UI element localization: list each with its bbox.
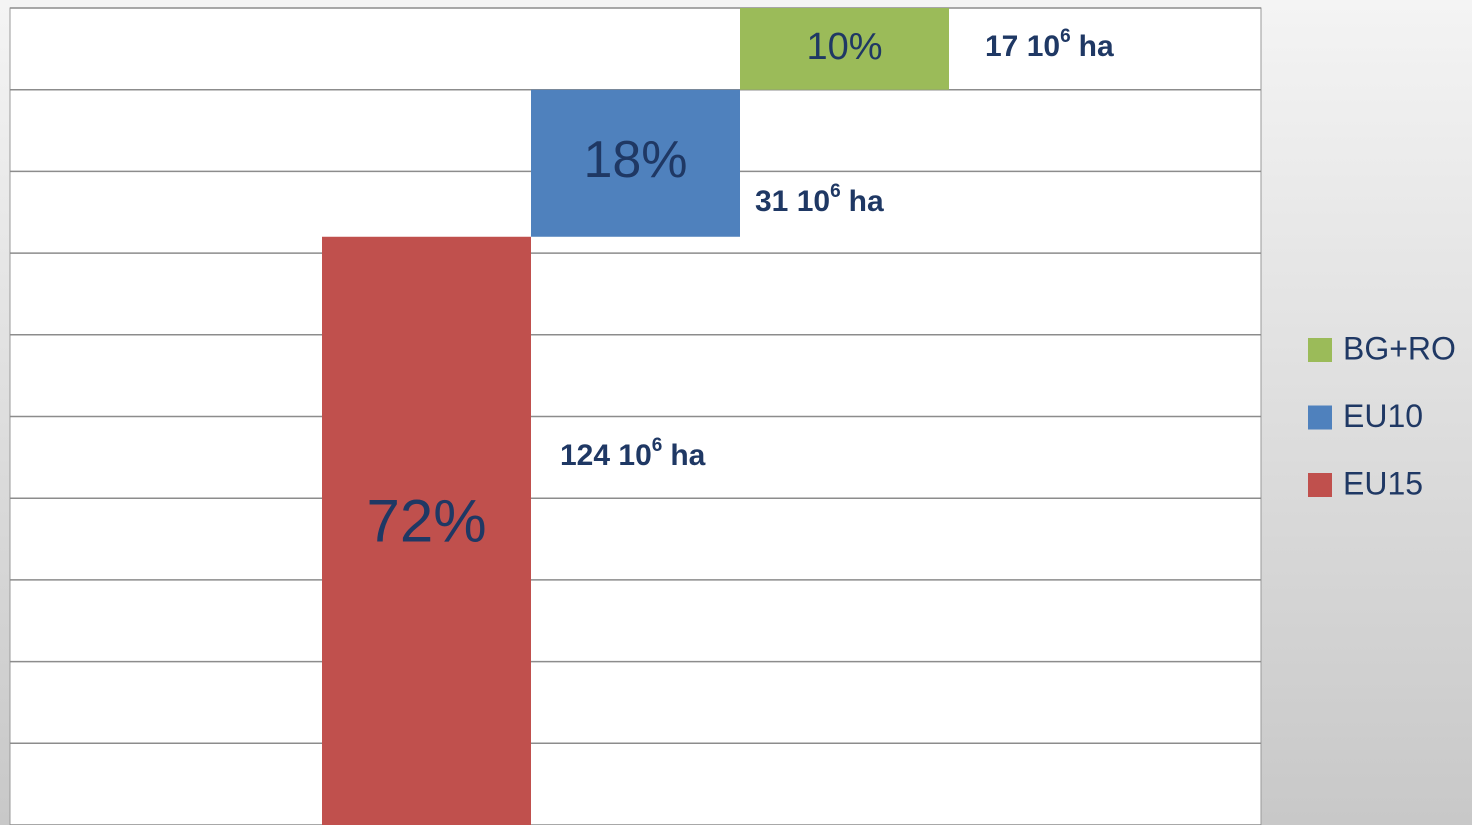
value-label: 18% — [583, 131, 687, 189]
annotation: 31 106 ha — [755, 181, 884, 218]
annotation-superscript: 6 — [830, 181, 841, 202]
annotation-unit: ha — [670, 439, 705, 472]
legend-swatch — [1308, 338, 1332, 362]
annotation-superscript: 6 — [1060, 26, 1071, 47]
annotation-unit: ha — [1079, 30, 1114, 63]
bar — [740, 8, 949, 90]
value-label: 10% — [806, 26, 882, 68]
legend-label: EU15 — [1343, 465, 1423, 501]
annotation-text: 31 10 — [755, 185, 830, 218]
bar — [531, 89, 740, 237]
annotation: 124 106 ha — [560, 435, 706, 472]
legend-swatch — [1308, 473, 1332, 497]
annotation: 17 106 ha — [985, 26, 1114, 63]
legend-swatch — [1308, 405, 1332, 430]
annotation-superscript: 6 — [652, 435, 663, 456]
annotation-text: 17 10 — [985, 30, 1060, 63]
value-label: 72% — [366, 488, 486, 555]
legend-label: EU10 — [1343, 398, 1423, 434]
bar — [322, 236, 531, 825]
annotation-unit: ha — [849, 185, 884, 218]
annotation-text: 124 10 — [560, 439, 652, 472]
legend-label: BG+RO — [1343, 330, 1456, 366]
